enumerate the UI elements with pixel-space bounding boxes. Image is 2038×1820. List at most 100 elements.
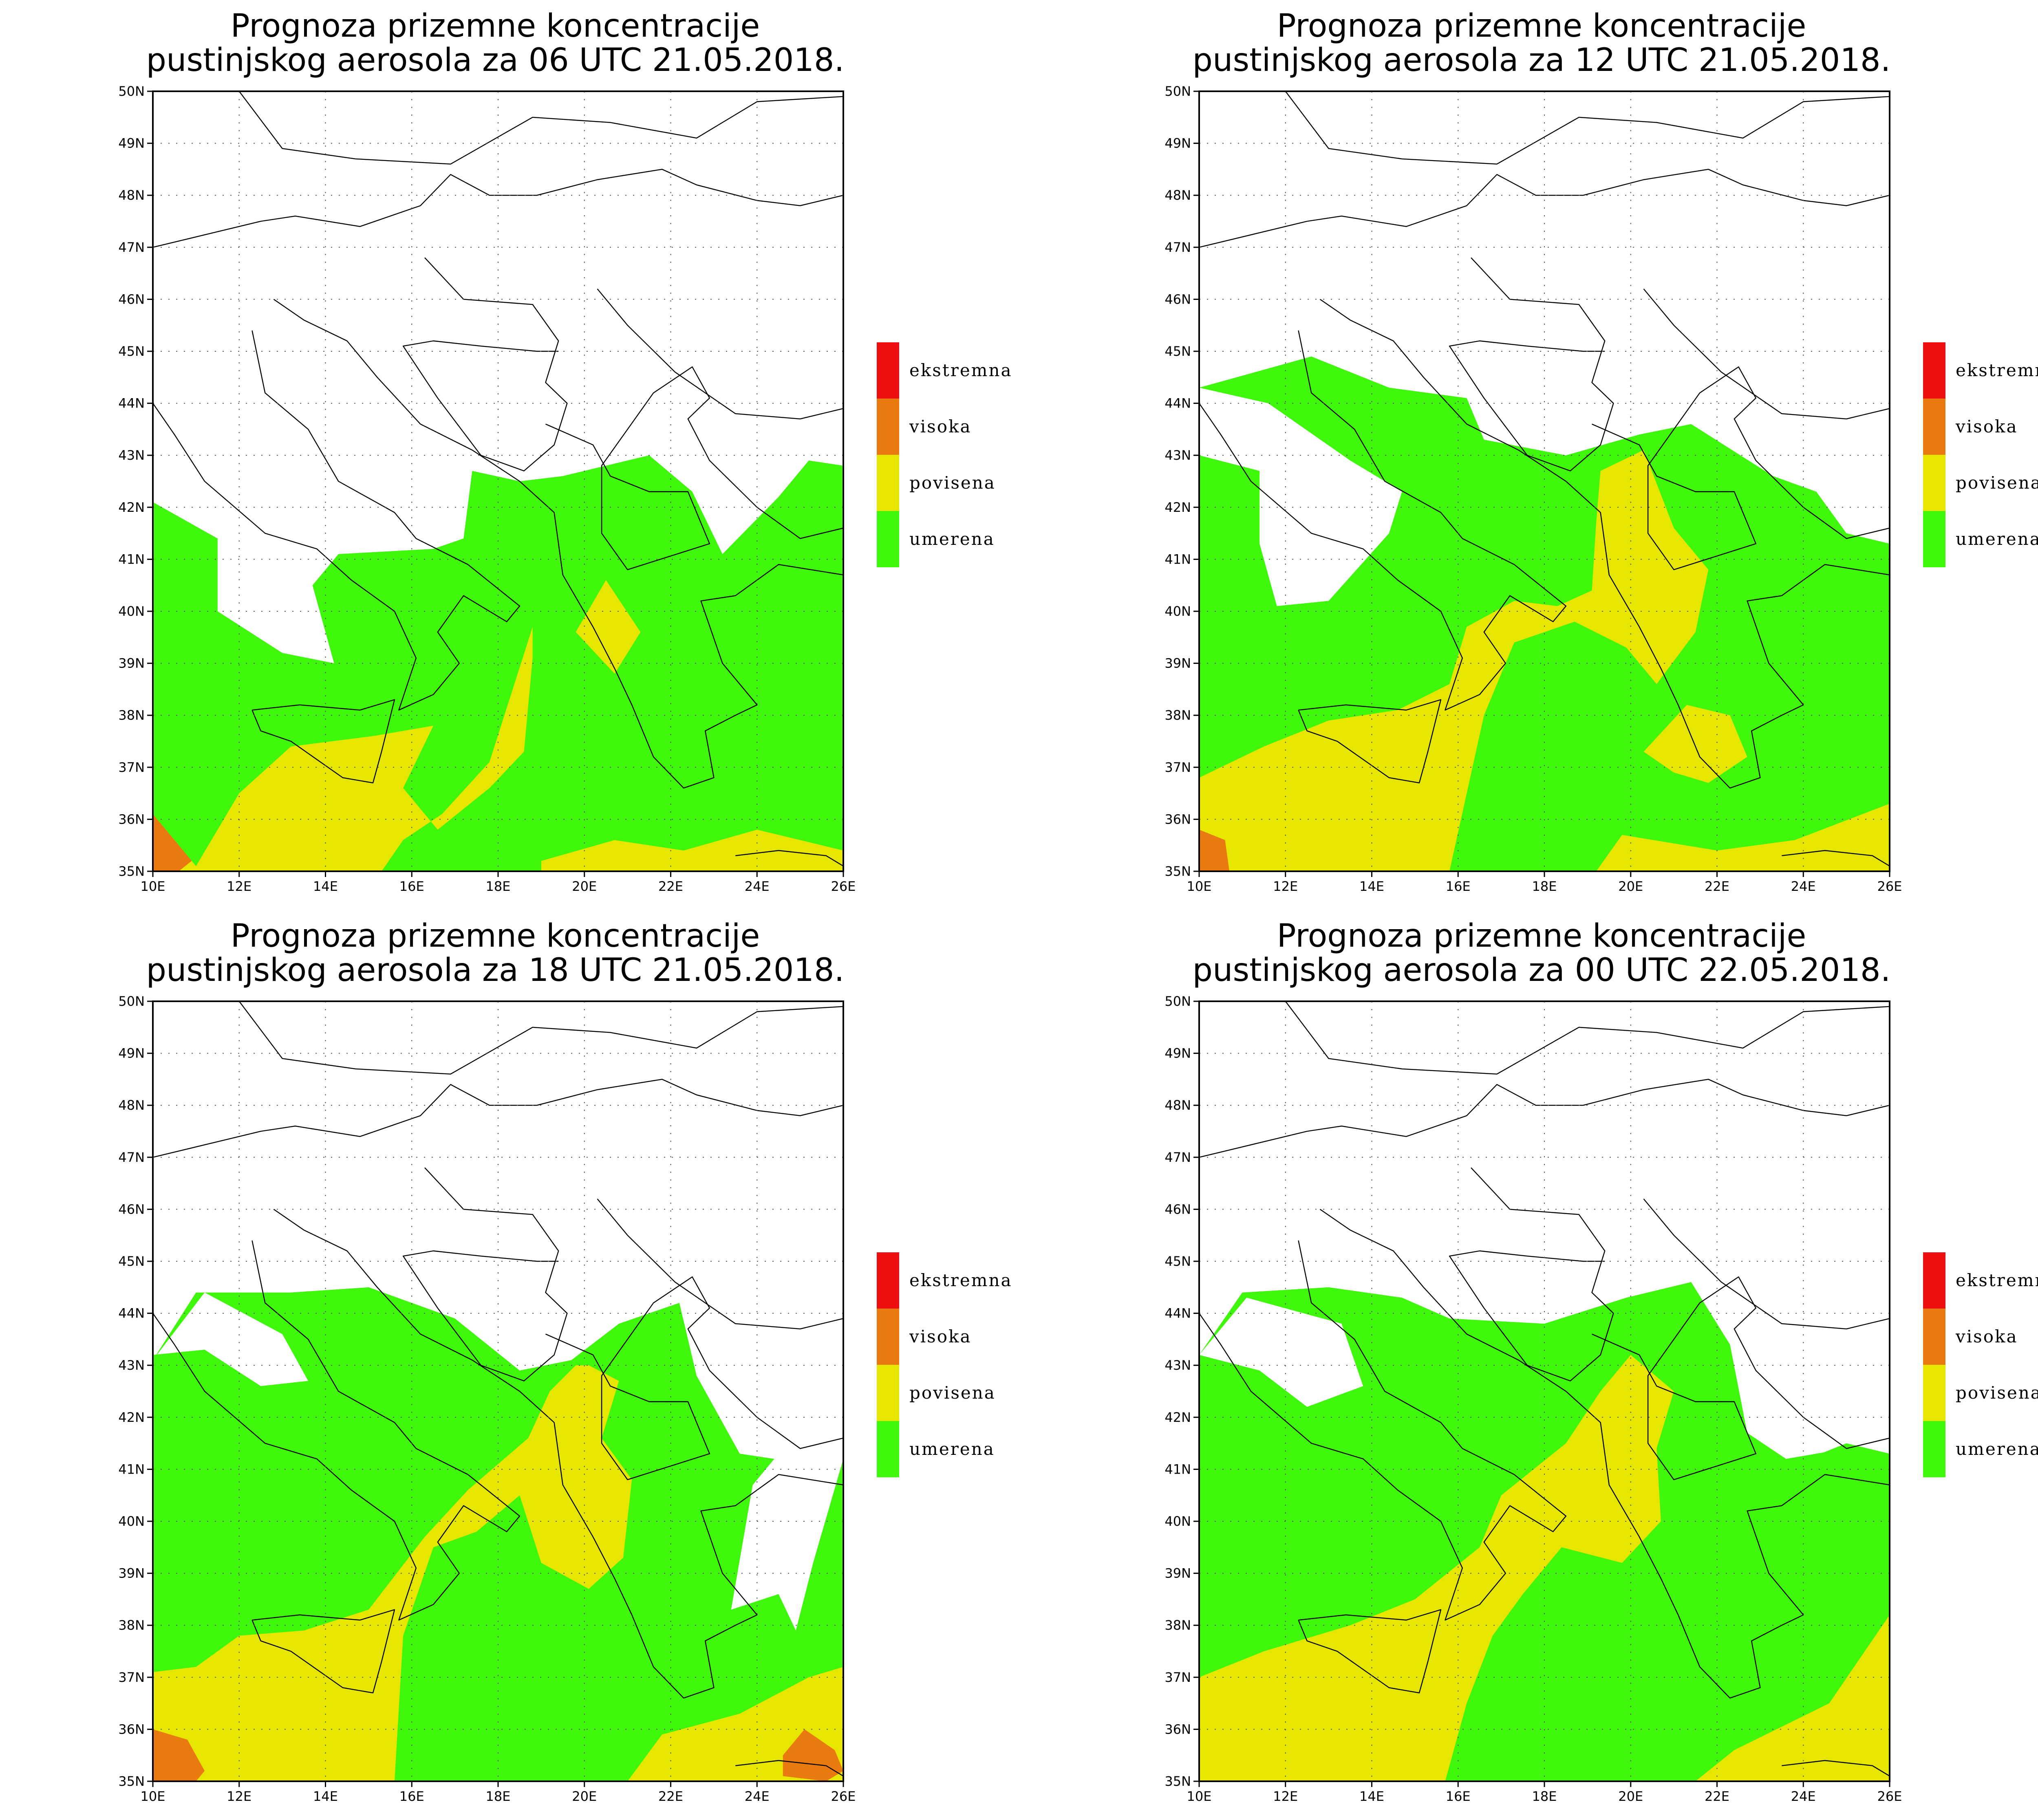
lat-tick-label: 36N bbox=[1165, 811, 1191, 827]
coastline-border bbox=[153, 90, 844, 165]
legend-swatch-umerena bbox=[877, 511, 899, 567]
lat-tick-label: 47N bbox=[1165, 1150, 1191, 1165]
lon-tick-label: 26E bbox=[831, 879, 856, 894]
coastline-border bbox=[1199, 1000, 1890, 1075]
legend-swatch-ekstremna bbox=[877, 1252, 899, 1309]
concentration-legend: ekstremna visoka povisena umerena bbox=[877, 1252, 1040, 1481]
lon-tick-label: 10E bbox=[141, 879, 165, 894]
povisena-zone bbox=[1199, 450, 1709, 871]
lon-tick-label: 10E bbox=[141, 1789, 165, 1804]
title-line-1: Prognoza prizemne koncentracije bbox=[230, 8, 760, 44]
lat-tick-label: 44N bbox=[1165, 396, 1191, 411]
lon-tick-label: 18E bbox=[1532, 1789, 1557, 1804]
legend-label-ekstremna: ekstremna bbox=[1956, 1270, 2038, 1290]
aerosol-map: 10E 12E 14E 16E 18E 20E 22E 24E 26E 35N 36N 37N 38N 3… bbox=[1165, 994, 1902, 1804]
coastline-border bbox=[1592, 1276, 1890, 1481]
coastline-border bbox=[1298, 1609, 1442, 1694]
legend-swatch-povisena bbox=[877, 455, 899, 511]
aerosol-map: 10E 12E 14E 16E 18E 20E 22E 24E 26E 35N 36N 37N 38N 3… bbox=[118, 994, 856, 1804]
lon-tick-label: 22E bbox=[658, 879, 683, 894]
lon-tick-label: 22E bbox=[1705, 1789, 1729, 1804]
legend-swatch-visoka bbox=[1923, 1309, 1945, 1365]
coastline-border bbox=[1199, 90, 1890, 165]
lon-tick-label: 26E bbox=[1877, 1789, 1902, 1804]
coastline-border bbox=[597, 1199, 844, 1330]
coastline-border bbox=[735, 1760, 844, 1777]
coastline-border bbox=[1643, 289, 1890, 420]
lat-tick-label: 50N bbox=[118, 994, 145, 1009]
legend-swatch-ekstremna bbox=[1923, 342, 1945, 399]
lat-tick-label: 45N bbox=[118, 344, 145, 359]
legend-swatch-povisena bbox=[877, 1365, 899, 1421]
lat-tick-label: 46N bbox=[1165, 291, 1191, 307]
povisena-zone bbox=[153, 627, 533, 871]
title-line-2: pustinjskog aerosola za 00 UTC 22.05.201… bbox=[1192, 952, 1891, 989]
lat-tick-label: 49N bbox=[1165, 1046, 1191, 1061]
lat-tick-label: 42N bbox=[118, 1410, 145, 1425]
coastline-border bbox=[735, 850, 844, 867]
lon-tick-label: 24E bbox=[745, 1789, 770, 1804]
coastline-border bbox=[1199, 1079, 1890, 1158]
povisena-zone bbox=[541, 829, 843, 871]
lon-tick-label: 14E bbox=[313, 1789, 338, 1804]
legend-swatch-umerena bbox=[1923, 511, 1945, 567]
lat-tick-label: 40N bbox=[118, 1514, 145, 1529]
coastline-border bbox=[1199, 1240, 1567, 1621]
lon-tick-label: 18E bbox=[1532, 879, 1557, 894]
lat-tick-label: 36N bbox=[118, 811, 145, 827]
lat-tick-label: 39N bbox=[1165, 1566, 1191, 1581]
lat-tick-label: 46N bbox=[118, 1201, 145, 1217]
lat-tick-label: 41N bbox=[118, 551, 145, 567]
legend-swatch-visoka bbox=[877, 399, 899, 455]
lat-tick-label: 44N bbox=[118, 1306, 145, 1321]
lon-tick-label: 14E bbox=[1359, 1789, 1384, 1804]
lat-tick-label: 44N bbox=[1165, 1306, 1191, 1321]
coastline-border bbox=[153, 1000, 844, 1075]
lon-tick-label: 26E bbox=[1877, 879, 1902, 894]
panel-title: Prognoza prizemne koncentracije pustinjs… bbox=[1183, 919, 1900, 987]
lat-tick-label: 49N bbox=[1165, 136, 1191, 151]
concentration-legend: ekstremna visoka povisena umerena bbox=[1923, 1252, 2038, 1481]
coastline-border bbox=[152, 169, 844, 248]
lon-tick-label: 24E bbox=[1791, 1789, 1816, 1804]
coastline-border bbox=[1643, 1199, 1890, 1330]
lat-tick-label: 35N bbox=[1165, 864, 1191, 879]
legend-swatch-umerena bbox=[1923, 1421, 1945, 1477]
lat-tick-label: 35N bbox=[118, 864, 145, 879]
visoka-zone bbox=[153, 814, 192, 871]
legend-label-povisena: povisena bbox=[909, 473, 996, 493]
legend-label-visoka: visoka bbox=[1956, 1326, 2018, 1346]
coastline-border bbox=[152, 330, 521, 711]
lat-tick-label: 40N bbox=[118, 604, 145, 619]
lon-tick-label: 16E bbox=[399, 879, 424, 894]
lon-tick-label: 12E bbox=[1273, 879, 1298, 894]
lon-tick-label: 16E bbox=[1446, 1789, 1471, 1804]
coastline-border bbox=[1319, 299, 1890, 789]
coastline-border bbox=[1199, 330, 1567, 711]
coastline-border bbox=[273, 1209, 844, 1699]
lat-tick-label: 39N bbox=[118, 656, 145, 671]
aerosol-map: 10E 12E 14E 16E 18E 20E 22E 24E 26E 35N 36N 37N 38N 3… bbox=[118, 84, 856, 894]
forecast-panel-18utc: Prognoza prizemne koncentracije pustinjs… bbox=[0, 910, 1043, 1820]
coastline-border bbox=[597, 289, 844, 420]
lat-tick-label: 45N bbox=[1165, 344, 1191, 359]
legend-swatch-umerena bbox=[877, 1421, 899, 1477]
aerosol-map: 10E 12E 14E 16E 18E 20E 22E 24E 26E 35N 36N 37N 38N 3… bbox=[1165, 84, 1902, 894]
lat-tick-label: 38N bbox=[118, 1617, 145, 1633]
lat-tick-label: 35N bbox=[118, 1774, 145, 1789]
povisena-zone bbox=[1199, 1355, 1674, 1781]
lat-tick-label: 46N bbox=[118, 291, 145, 307]
legend-label-umerena: umerena bbox=[1956, 1439, 2038, 1459]
legend-label-visoka: visoka bbox=[1956, 416, 2018, 436]
coastline-border bbox=[1199, 169, 1890, 248]
lat-tick-label: 40N bbox=[1165, 604, 1191, 619]
lon-tick-label: 10E bbox=[1187, 879, 1212, 894]
lon-tick-label: 20E bbox=[572, 879, 597, 894]
title-line-1: Prognoza prizemne koncentracije bbox=[1277, 8, 1806, 44]
lon-tick-label: 14E bbox=[313, 879, 338, 894]
legend-swatch-visoka bbox=[1923, 399, 1945, 455]
lat-tick-label: 48N bbox=[1165, 1097, 1191, 1113]
lon-tick-label: 24E bbox=[1791, 879, 1816, 894]
lat-tick-label: 44N bbox=[118, 396, 145, 411]
title-line-2: pustinjskog aerosola za 18 UTC 21.05.201… bbox=[146, 952, 845, 989]
